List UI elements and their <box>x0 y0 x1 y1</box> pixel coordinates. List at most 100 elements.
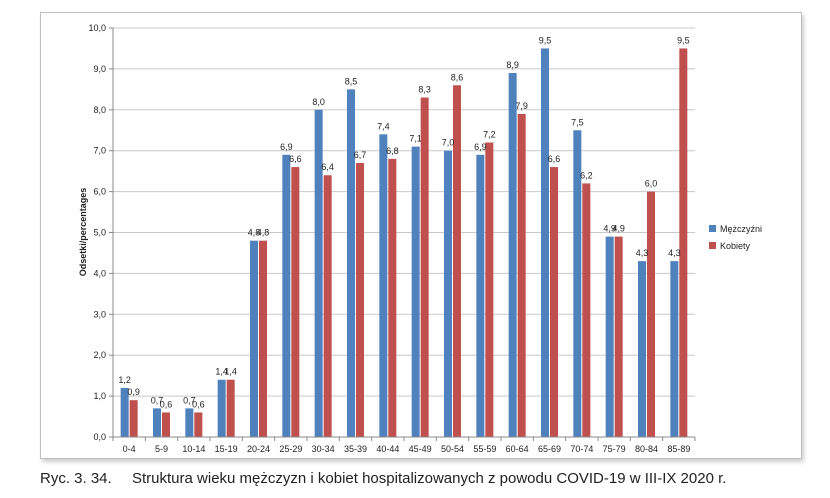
bar-mezczyzni <box>605 236 614 437</box>
bar-mezczyzni <box>411 146 420 438</box>
x-tick-label: 40-44 <box>376 444 399 454</box>
bar-mezczyzni <box>153 408 161 437</box>
data-label-mezczyzni: 7,4 <box>377 121 390 131</box>
data-label-mezczyzni: 7,0 <box>442 138 455 148</box>
y-tick-label: 10,0 <box>88 23 106 33</box>
bar-kobiety <box>388 158 397 437</box>
x-tick-label: 55-59 <box>473 444 496 454</box>
data-label-kobiety: 8,6 <box>451 72 464 82</box>
data-label-kobiety: 6,2 <box>580 170 593 180</box>
data-label-mezczyzni: 4,3 <box>668 248 681 258</box>
x-tick-label: 45-49 <box>409 444 432 454</box>
bar-mezczyzni <box>379 134 388 437</box>
x-tick-label: 70-74 <box>570 444 593 454</box>
figure-caption-text: Struktura wieku mężczyzn i kobiet hospit… <box>132 470 727 487</box>
bar-kobiety <box>679 48 688 437</box>
y-tick-label: 9,0 <box>93 64 106 74</box>
bar-kobiety <box>453 85 461 437</box>
y-tick-label: 8,0 <box>93 105 106 115</box>
x-tick-label: 85-89 <box>667 444 690 454</box>
data-label-kobiety: 9,5 <box>677 35 690 45</box>
legend-label-kobiety: Kobiety <box>720 241 751 251</box>
x-tick-label: 15-19 <box>215 444 238 454</box>
data-label-kobiety: 6,7 <box>354 150 367 160</box>
bar-mezczyzni <box>444 150 452 437</box>
y-tick-label: 6,0 <box>93 187 106 197</box>
bar-kobiety <box>291 167 300 437</box>
data-label-kobiety: 6,0 <box>645 179 658 189</box>
x-tick-label: 75-79 <box>603 444 626 454</box>
bar-mezczyzni <box>217 379 226 437</box>
data-label-kobiety: 0,9 <box>127 387 140 397</box>
data-label-kobiety: 7,9 <box>515 101 528 111</box>
data-label-kobiety: 6,4 <box>321 162 334 172</box>
data-label-kobiety: 4,8 <box>257 228 270 238</box>
bar-kobiety <box>614 236 623 437</box>
data-label-mezczyzni: 0,7 <box>151 395 164 405</box>
data-label-mezczyzni: 4,9 <box>603 224 616 234</box>
x-tick-label: 0-4 <box>123 444 136 454</box>
x-tick-label: 80-84 <box>635 444 658 454</box>
data-label-mezczyzni: 7,5 <box>571 117 584 127</box>
data-label-mezczyzni: 9,5 <box>539 35 552 45</box>
y-tick-label: 5,0 <box>93 228 106 238</box>
x-tick-label: 50-54 <box>441 444 464 454</box>
data-label-kobiety: 4,9 <box>612 224 625 234</box>
bars <box>120 48 688 438</box>
bar-kobiety <box>550 167 558 437</box>
bar-mezczyzni <box>120 387 129 437</box>
data-label-mezczyzni: 6,9 <box>474 142 487 152</box>
bar-kobiety <box>517 113 526 437</box>
figure-number: Ryc. 3. 34. <box>40 470 112 487</box>
x-tick-label: 5-9 <box>155 444 168 454</box>
bar-kobiety <box>259 240 267 437</box>
x-tick-label: 35-39 <box>344 444 367 454</box>
y-tick-label: 1,0 <box>93 391 106 401</box>
data-label-mezczyzni: 0,7 <box>183 395 196 405</box>
data-label-mezczyzni: 4,3 <box>636 248 649 258</box>
x-tick-label: 65-69 <box>538 444 561 454</box>
bar-mezczyzni <box>250 240 258 437</box>
bar-mezczyzni <box>541 48 549 437</box>
data-label-kobiety: 6,6 <box>548 154 561 164</box>
y-tick-label: 2,0 <box>93 350 106 360</box>
y-tick-label: 0,0 <box>93 432 106 442</box>
data-label-kobiety: 7,2 <box>483 130 496 140</box>
data-label-mezczyzni: 8,9 <box>506 60 519 70</box>
data-label-kobiety: 1,4 <box>224 367 237 377</box>
data-label-kobiety: 8,3 <box>418 85 431 95</box>
axes: 0,0 1,0 2,0 3,0 4,0 5,0 6,0 7,0 8,0 9,0 10,0 0-4 5-9… <box>88 23 696 454</box>
bar-kobiety <box>485 142 494 437</box>
bar-kobiety <box>582 183 591 437</box>
figure-caption: Ryc. 3. 34. Struktura wieku mężczyzn i ko… <box>40 470 820 487</box>
bar-kobiety <box>162 412 170 437</box>
x-tick-label: 20-24 <box>247 444 270 454</box>
bar-mezczyzni <box>347 89 355 437</box>
y-tick-label: 4,0 <box>93 268 106 278</box>
legend-swatch-mezczyzni <box>709 225 716 232</box>
data-label-mezczyzni: 8,5 <box>345 76 358 86</box>
data-label-kobiety: 0,6 <box>160 399 173 409</box>
y-tick-label: 3,0 <box>93 309 106 319</box>
data-label-kobiety: 0,6 <box>192 399 205 409</box>
bar-kobiety <box>420 97 429 437</box>
bar-mezczyzni <box>638 261 646 437</box>
data-label-kobiety: 6,6 <box>289 154 302 164</box>
legend-swatch-kobiety <box>709 242 716 249</box>
data-label-mezczyzni: 6,9 <box>280 142 293 152</box>
legend: Mężczyźni Kobiety <box>709 224 762 251</box>
data-label-mezczyzni: 8,0 <box>312 97 325 107</box>
x-tick-label: 60-64 <box>506 444 529 454</box>
x-tick-label: 30-34 <box>312 444 335 454</box>
bar-kobiety <box>129 400 138 437</box>
bar-mezczyzni <box>314 109 323 438</box>
y-axis-title: Odsetki/percentages <box>78 188 88 277</box>
x-tick-label: 10-14 <box>182 444 205 454</box>
bar-mezczyzni <box>476 154 485 438</box>
bar-kobiety <box>194 412 203 437</box>
bar-mezczyzni <box>670 261 679 437</box>
data-label-mezczyzni: 1,4 <box>215 367 228 377</box>
data-label-mezczyzni: 4,8 <box>248 228 261 238</box>
bar-kobiety <box>647 191 655 437</box>
